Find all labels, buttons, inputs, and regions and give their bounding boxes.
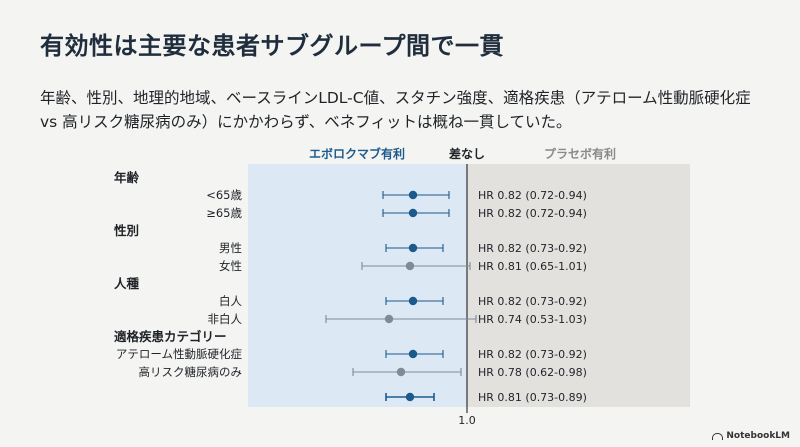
hr-point bbox=[408, 296, 418, 306]
row-label: 男性 bbox=[219, 241, 242, 255]
hr-value-label: HR 0.74 (0.53-1.03) bbox=[478, 313, 587, 326]
hr-point bbox=[408, 190, 418, 200]
header-no-difference: 差なし bbox=[448, 146, 485, 161]
hr-point bbox=[405, 392, 415, 402]
group-heading: 人種 bbox=[114, 276, 140, 291]
notebooklm-icon bbox=[712, 432, 724, 440]
row-label: アテローム性動脈硬化症 bbox=[116, 347, 243, 361]
row-label: 高リスク糖尿病のみ bbox=[139, 365, 243, 379]
hr-point bbox=[405, 261, 415, 271]
hr-point bbox=[408, 208, 418, 218]
favor-evolocumab-panel bbox=[248, 164, 467, 407]
row-label: ≥65歳 bbox=[206, 206, 242, 220]
header-favor-placebo: プラセボ有利 bbox=[544, 146, 616, 161]
hr-value-label: HR 0.82 (0.73-0.92) bbox=[478, 348, 587, 361]
hr-value-label: HR 0.81 (0.73-0.89) bbox=[478, 391, 587, 404]
row-label: 非白人 bbox=[208, 312, 243, 326]
hr-point bbox=[408, 349, 418, 359]
hr-value-label: HR 0.81 (0.65-1.01) bbox=[478, 260, 587, 273]
header-favor-evolocumab: エボロクマブ有利 bbox=[309, 146, 405, 161]
x-tick-label: 1.0 bbox=[458, 414, 476, 427]
row-label: <65歳 bbox=[206, 188, 242, 202]
hr-value-label: HR 0.82 (0.72-0.94) bbox=[478, 189, 587, 202]
slide-subtitle: 年齢、性別、地理的地域、ベースラインLDL-C値、スタチン強度、適格疾患（アテロ… bbox=[40, 89, 751, 131]
hr-value-label: HR 0.82 (0.73-0.92) bbox=[478, 242, 587, 255]
hr-point bbox=[408, 243, 418, 253]
hr-point bbox=[396, 367, 406, 377]
hr-point bbox=[384, 314, 394, 324]
brand-label: NotebookLM bbox=[726, 431, 790, 441]
hr-value-label: HR 0.78 (0.62-0.98) bbox=[478, 366, 587, 379]
row-label: 白人 bbox=[219, 294, 242, 308]
brand-logo: NotebookLM bbox=[712, 431, 790, 441]
hr-value-label: HR 0.82 (0.73-0.92) bbox=[478, 295, 587, 308]
group-heading: 性別 bbox=[113, 223, 139, 238]
group-heading: 適格疾患カテゴリー bbox=[114, 329, 227, 344]
group-heading: 年齢 bbox=[114, 170, 140, 185]
row-label: 女性 bbox=[219, 259, 242, 273]
hr-value-label: HR 0.82 (0.72-0.94) bbox=[478, 207, 587, 220]
favor-placebo-panel bbox=[467, 164, 690, 407]
slide-title: 有効性は主要な患者サブグループ間で一貫 bbox=[40, 32, 505, 60]
